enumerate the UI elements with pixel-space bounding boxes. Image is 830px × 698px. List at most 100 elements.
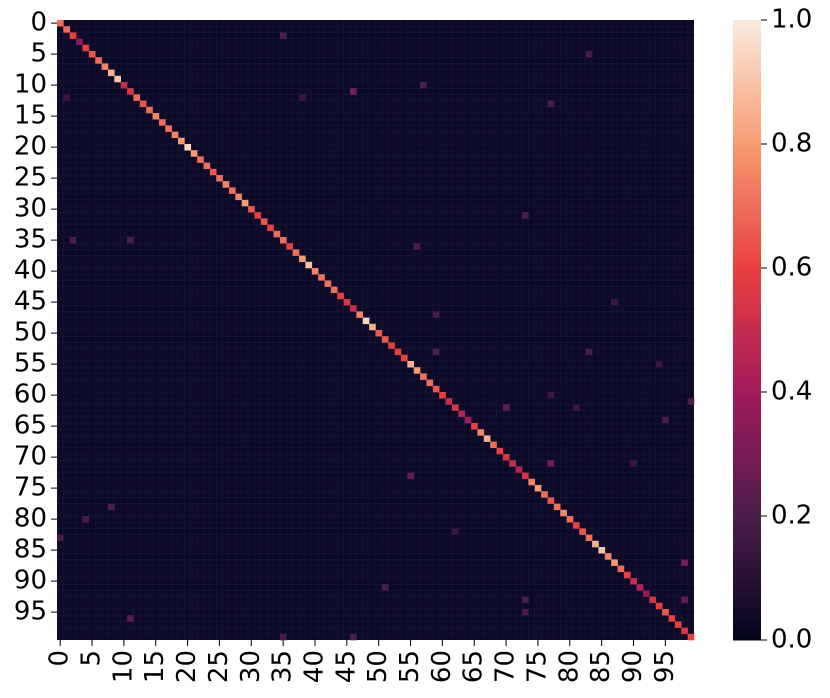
colorbar-segment bbox=[733, 600, 761, 606]
colorbar-segment bbox=[733, 105, 761, 111]
x-tick-label: 75 bbox=[522, 650, 552, 683]
cell bbox=[598, 547, 606, 554]
colorbar-segment bbox=[733, 615, 761, 621]
colorbar-segment bbox=[733, 220, 761, 226]
colorbar-segment bbox=[733, 75, 761, 81]
colorbar-segment bbox=[733, 70, 761, 76]
colorbar-segment bbox=[733, 305, 761, 311]
x-tick-label: 40 bbox=[299, 650, 329, 683]
cell bbox=[432, 348, 440, 356]
y-tick-label: 25 bbox=[14, 163, 47, 193]
cell bbox=[152, 113, 160, 120]
x-tick-label: 80 bbox=[554, 650, 584, 683]
colorbar-segment bbox=[733, 575, 761, 581]
colorbar-segment bbox=[733, 65, 761, 71]
colorbar-segment bbox=[733, 20, 761, 26]
cell bbox=[547, 100, 555, 108]
colorbar-segment bbox=[733, 620, 761, 626]
cell bbox=[350, 305, 357, 312]
cell bbox=[572, 522, 580, 529]
x-tick-label: 25 bbox=[204, 650, 234, 683]
x-tick-label: 10 bbox=[108, 650, 138, 683]
cell bbox=[407, 361, 415, 368]
cell bbox=[350, 88, 357, 95]
colorbar-segment bbox=[733, 50, 761, 56]
cell bbox=[139, 100, 147, 108]
colorbar-segment bbox=[733, 390, 761, 396]
cell bbox=[273, 230, 281, 238]
colorbar-segment bbox=[733, 460, 761, 466]
colorbar-segment bbox=[733, 570, 761, 576]
cell bbox=[178, 137, 185, 145]
colorbar-segment bbox=[733, 425, 761, 431]
colorbar-tick-label: 1.0 bbox=[771, 5, 812, 35]
colorbar-segment bbox=[733, 240, 761, 246]
cell bbox=[279, 32, 287, 39]
colorbar-segment bbox=[733, 535, 761, 541]
cell bbox=[82, 44, 90, 52]
x-tick-label: 65 bbox=[459, 650, 489, 683]
x-tick-label: 55 bbox=[395, 650, 425, 683]
cell bbox=[57, 20, 64, 27]
cell bbox=[420, 373, 427, 380]
colorbar-segment bbox=[733, 400, 761, 406]
y-tick-label: 55 bbox=[14, 349, 47, 379]
cell bbox=[299, 255, 306, 263]
colorbar-tick-label: 0.6 bbox=[771, 253, 812, 283]
cell bbox=[369, 323, 376, 331]
cell bbox=[235, 193, 243, 201]
colorbar-segment bbox=[733, 100, 761, 106]
colorbar-segment bbox=[733, 435, 761, 441]
cell bbox=[566, 516, 574, 523]
colorbar-tick-label: 0.2 bbox=[771, 501, 812, 531]
cell bbox=[522, 212, 529, 219]
colorbar-segment bbox=[733, 320, 761, 326]
y-tick-label: 15 bbox=[14, 101, 47, 131]
cell bbox=[649, 596, 657, 604]
colorbar-segment bbox=[733, 520, 761, 526]
cell bbox=[305, 261, 313, 269]
colorbar-segment bbox=[733, 120, 761, 126]
colorbar-segment bbox=[733, 405, 761, 411]
cell bbox=[394, 348, 402, 356]
cell bbox=[324, 280, 332, 287]
cell bbox=[439, 392, 446, 399]
colorbar-segment bbox=[733, 375, 761, 381]
cell bbox=[560, 509, 567, 517]
colorbar-segment bbox=[733, 275, 761, 281]
colorbar-segment bbox=[733, 465, 761, 471]
colorbar-segment bbox=[733, 250, 761, 256]
colorbar-segment bbox=[733, 40, 761, 46]
y-tick-label: 50 bbox=[14, 318, 47, 348]
cell bbox=[547, 460, 555, 467]
cell bbox=[197, 156, 204, 163]
colorbar-segment bbox=[733, 140, 761, 146]
x-tick-label: 5 bbox=[77, 650, 107, 667]
y-tick-label: 10 bbox=[14, 70, 47, 100]
y-tick-label: 30 bbox=[14, 194, 47, 224]
cell bbox=[643, 590, 650, 597]
colorbar-segment bbox=[733, 315, 761, 321]
cell bbox=[687, 398, 695, 405]
cell bbox=[477, 429, 485, 436]
y-tick-label: 60 bbox=[14, 380, 47, 410]
cell bbox=[279, 237, 287, 244]
cell bbox=[668, 615, 676, 622]
cell bbox=[165, 125, 172, 132]
cell bbox=[203, 162, 211, 170]
colorbar-segment bbox=[733, 85, 761, 91]
y-tick-label: 80 bbox=[14, 504, 47, 534]
colorbar-segment bbox=[733, 625, 761, 631]
colorbar-segment bbox=[733, 270, 761, 276]
cell bbox=[133, 94, 141, 101]
cell bbox=[311, 268, 319, 275]
colorbar-segment bbox=[733, 380, 761, 386]
colorbar-segment bbox=[733, 480, 761, 486]
y-tick-label: 95 bbox=[14, 597, 47, 627]
colorbar-segment bbox=[733, 95, 761, 101]
cell bbox=[184, 144, 192, 151]
x-tick-label: 0 bbox=[45, 650, 75, 667]
cell bbox=[120, 82, 128, 89]
x-tick-label: 85 bbox=[586, 650, 616, 683]
colorbar-segment bbox=[733, 285, 761, 291]
